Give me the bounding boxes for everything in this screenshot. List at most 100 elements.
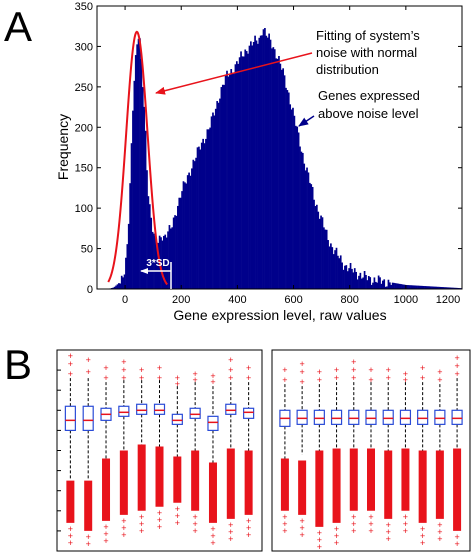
histogram-bar [116, 284, 119, 289]
outlier-point: + [228, 534, 233, 544]
histogram-bar [425, 286, 428, 289]
x-tick-label: 800 [341, 294, 359, 306]
histogram-bar [445, 287, 447, 289]
histogram-bar [178, 197, 181, 289]
x-tick-label: 1200 [436, 294, 460, 306]
histogram-bar [129, 183, 131, 289]
histogram-bar [276, 58, 279, 289]
y-tick-label: 300 [75, 41, 93, 53]
x-tick-label: 200 [172, 294, 190, 306]
outlier-point: + [193, 375, 198, 385]
histogram-bar [195, 157, 197, 289]
histogram-bar [193, 161, 196, 289]
histogram-bar [303, 163, 306, 289]
box [365, 409, 377, 425]
outlier-point: + [351, 357, 356, 367]
histogram-bar [127, 223, 130, 289]
histogram-bar [191, 168, 193, 289]
histogram-bar [207, 129, 210, 289]
outlier-point: + [121, 516, 126, 526]
histogram-bar [273, 49, 276, 289]
outlier-point: + [246, 530, 251, 540]
histogram-bar [280, 69, 283, 289]
histogram-bar [431, 286, 433, 289]
histogram-bar [248, 45, 251, 290]
histogram-bar [206, 129, 209, 289]
outlier-point: + [175, 511, 180, 521]
outlier-point: + [334, 365, 339, 375]
histogram-bar [346, 271, 349, 289]
y-tick-label: 0 [87, 284, 93, 296]
histogram-bar [283, 75, 286, 289]
histogram-bar [172, 217, 175, 289]
box [330, 409, 343, 425]
histogram-bar [365, 275, 367, 289]
histogram-bar [259, 35, 262, 289]
histogram-bar [264, 28, 266, 289]
outlier-point: + [420, 538, 425, 548]
histogram-bar [442, 287, 445, 289]
histogram-bar [224, 75, 227, 290]
histogram-bar [258, 37, 261, 290]
histogram-bar [373, 277, 376, 289]
histogram-bar [200, 142, 203, 289]
histogram-bar [408, 285, 411, 289]
outlier-point: + [68, 369, 73, 379]
histogram-bar [168, 225, 171, 289]
outlier-point: + [210, 377, 215, 387]
histogram-bar [167, 231, 169, 289]
histogram-bar [370, 284, 373, 289]
histogram-bar [453, 287, 456, 289]
outlier-point: + [139, 519, 144, 529]
outlier-point: + [68, 351, 73, 361]
histogram-bar [184, 182, 186, 289]
box [296, 409, 308, 425]
x-tick-label: 400 [228, 294, 246, 306]
histogram-bar [360, 278, 363, 289]
histogram-bar [440, 287, 443, 289]
histogram-bar [367, 276, 370, 289]
histogram-bar [181, 191, 183, 289]
histogram-bar [307, 172, 310, 289]
histogram-bar [345, 265, 348, 289]
outlier-point: + [175, 504, 180, 514]
histogram-bar [223, 84, 226, 289]
histogram-bar [113, 286, 116, 289]
histogram-bar [352, 272, 355, 289]
histogram-bar [161, 240, 164, 289]
histogram-bar [314, 206, 317, 289]
histogram-bar [165, 237, 168, 289]
outlier-point: + [282, 375, 287, 385]
sd-label: 3*SD [146, 258, 169, 269]
outlier-point: + [351, 365, 356, 375]
histogram-bar [164, 234, 167, 289]
histogram-bar [359, 272, 362, 289]
histogram-bar [203, 143, 206, 289]
histogram-bar [328, 246, 331, 289]
histogram-bar [282, 68, 285, 289]
histogram-bar [271, 48, 273, 289]
histogram-bar [380, 283, 383, 289]
histogram-bar [310, 184, 313, 289]
outlier-point: + [282, 512, 287, 522]
box [153, 403, 166, 415]
outlier-point: + [139, 512, 144, 522]
outlier-point: + [403, 519, 408, 529]
histogram-bar [220, 87, 223, 289]
histogram-bars [108, 28, 463, 290]
expressed-genes-arrow [298, 115, 315, 127]
outlier-point: + [121, 365, 126, 375]
histogram-bar [439, 286, 442, 289]
histogram-bar [210, 116, 213, 289]
box [207, 415, 219, 431]
histogram-bar [240, 51, 242, 290]
y-tick-label: 150 [75, 163, 93, 175]
histogram-bar [123, 274, 126, 289]
outlier-point: + [193, 369, 198, 379]
histogram-bar [421, 285, 423, 289]
histogram-bar [316, 204, 318, 289]
outlier-point: + [121, 357, 126, 367]
noise-fit-text-1: Fitting of system’s [316, 28, 420, 43]
histogram-bar [447, 287, 450, 289]
histogram-bar [209, 127, 212, 289]
